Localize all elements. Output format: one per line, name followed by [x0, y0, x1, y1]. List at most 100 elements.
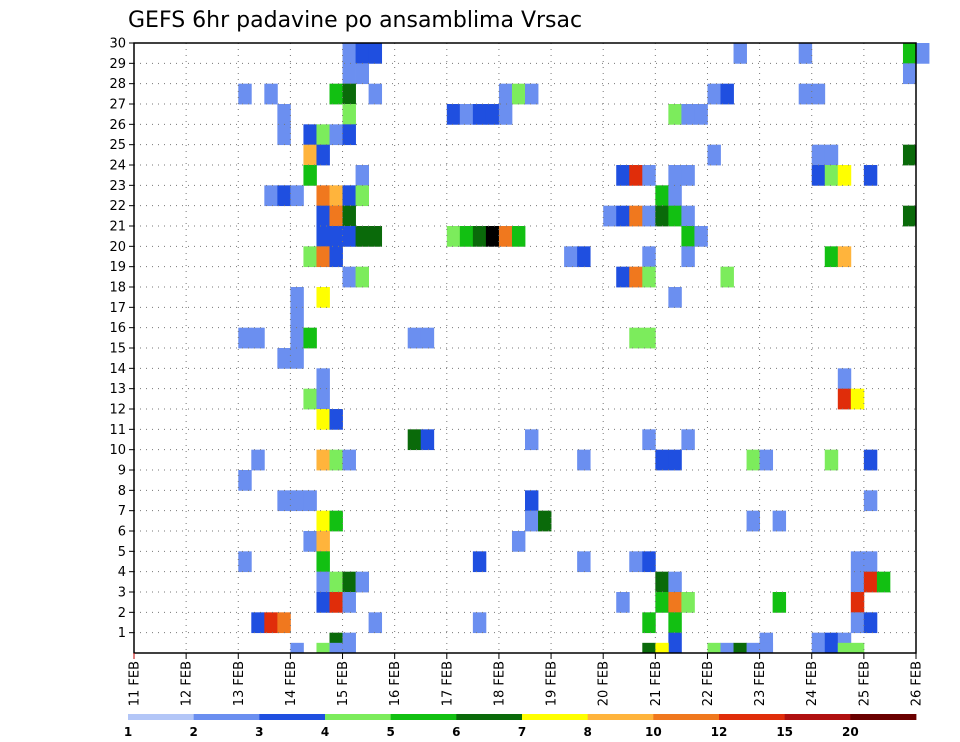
heatmap-cell [342, 185, 356, 207]
heatmap-cell [850, 592, 865, 613]
heatmap-cell [668, 205, 682, 227]
heatmap-cell [707, 144, 721, 166]
heatmap-cell [368, 612, 383, 634]
heatmap-cell [850, 642, 865, 654]
heatmap-cell [355, 63, 369, 85]
heatmap-cell [629, 551, 643, 573]
heatmap-cell [342, 43, 356, 64]
heatmap-cell [824, 449, 839, 471]
y-tick-label: 2 [118, 606, 126, 621]
heatmap-cell [668, 612, 682, 634]
heatmap-cell [303, 124, 317, 146]
y-tick-label: 24 [109, 159, 126, 174]
heatmap-cell [238, 83, 252, 105]
y-tick-label: 17 [109, 301, 126, 316]
heatmap-cell [303, 388, 317, 410]
heatmap-cell [916, 43, 930, 64]
heatmap-cell [538, 510, 552, 532]
heatmap-cell [303, 165, 317, 186]
heatmap-cell [329, 205, 343, 227]
heatmap-cell [629, 205, 643, 227]
heatmap-cell [876, 571, 891, 593]
heatmap-cell [629, 327, 643, 349]
colorbar-swatch [193, 714, 260, 720]
y-tick-label: 20 [109, 240, 126, 255]
heatmap-cell [603, 205, 617, 227]
heatmap-cell [824, 246, 839, 268]
heatmap-cell [720, 266, 734, 288]
heatmap-cell [368, 43, 383, 64]
heatmap-cell [837, 165, 852, 186]
heatmap-cell [642, 612, 656, 634]
heatmap-cell [485, 104, 500, 125]
y-tick-label: 27 [109, 98, 126, 113]
heatmap-cell [277, 612, 291, 634]
heatmap-cell [251, 612, 265, 634]
heatmap-cell [811, 83, 826, 105]
heatmap-cell [342, 83, 356, 105]
x-tick-label: 21 FEB [649, 661, 664, 706]
y-tick-label: 26 [109, 118, 126, 133]
x-tick-label: 20 FEB [597, 661, 612, 706]
colorbar-swatch [128, 714, 195, 720]
y-tick-label: 22 [109, 199, 126, 214]
y-tick-label: 15 [109, 342, 126, 357]
x-tick-label: 25 FEB [857, 661, 872, 706]
heatmap-cell [811, 144, 826, 166]
heatmap-cell [420, 429, 435, 451]
heatmap-cell [850, 612, 865, 634]
heatmap-cell [316, 368, 330, 390]
colorbar-swatch [587, 714, 654, 720]
heatmap-cell [264, 612, 278, 634]
heatmap-cell [759, 642, 774, 654]
y-tick-label: 10 [109, 443, 126, 458]
heatmap-cell [681, 429, 695, 451]
heatmap-cell [902, 43, 917, 64]
heatmap-cell [329, 449, 343, 471]
heatmap-cell [837, 642, 852, 654]
heatmap-cell [577, 449, 591, 471]
heatmap-cell [472, 612, 487, 634]
heatmap-cell [355, 226, 369, 247]
heatmap-cell [459, 226, 474, 247]
heatmap-cell [694, 226, 708, 247]
heatmap-cell [616, 165, 630, 186]
heatmap-cell [355, 43, 369, 64]
heatmap-cell [303, 490, 317, 512]
heatmap-cell [642, 642, 656, 654]
heatmap-cell [746, 449, 760, 471]
heatmap-cell [863, 449, 878, 471]
heatmap-cell [811, 632, 826, 654]
heatmap-cell [472, 104, 487, 125]
heatmap-cell [316, 388, 330, 410]
y-tick-label: 9 [118, 464, 126, 479]
heatmap-cell [407, 327, 422, 349]
colorbar-swatch [653, 714, 720, 720]
heatmap-cell [316, 185, 330, 207]
heatmap-cell [303, 531, 317, 552]
heatmap-cell [642, 429, 656, 451]
y-tick-label: 18 [109, 281, 126, 296]
heatmap-cell [303, 246, 317, 268]
heatmap-cell [329, 571, 343, 593]
heatmap-cell [629, 266, 643, 288]
heatmap-cell [290, 307, 304, 329]
heatmap-cell [837, 246, 852, 268]
heatmap-cell [316, 226, 330, 247]
x-tick-label: 24 FEB [805, 661, 820, 706]
y-tick-label: 7 [118, 504, 126, 519]
heatmap-cell [316, 287, 330, 308]
heatmap-cell [642, 327, 656, 349]
colorbar-label: 15 [776, 725, 793, 739]
heatmap-cell [511, 83, 526, 105]
heatmap-cell [863, 490, 878, 512]
x-tick-label: 15 FEB [336, 661, 351, 706]
heatmap-cell [290, 327, 304, 349]
heatmap-cell [316, 592, 330, 613]
heatmap-cell [850, 388, 865, 410]
heatmap-cell [655, 642, 669, 654]
heatmap-cell [655, 592, 669, 613]
heatmap-cell [681, 226, 695, 247]
colorbar-label: 20 [842, 725, 859, 739]
